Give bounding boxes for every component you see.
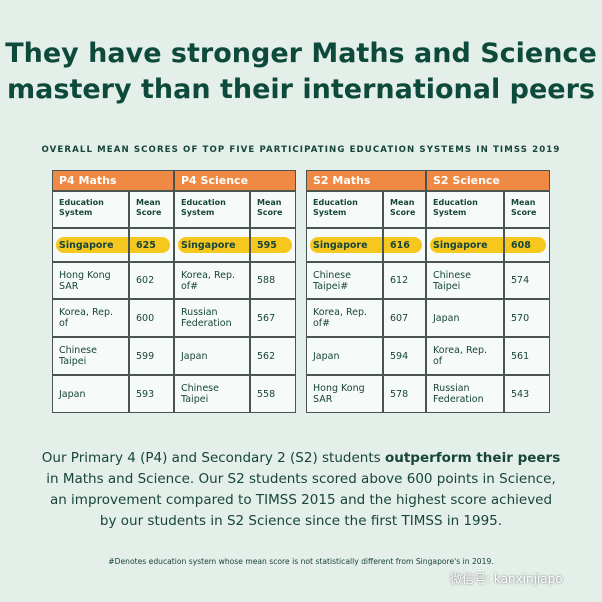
column-header: Mean Score [504, 191, 550, 228]
system: Korea, Rep. of [52, 299, 129, 337]
subtitle: OVERALL MEAN SCORES OF TOP FIVE PARTICIP… [41, 145, 561, 155]
paragraph: Our Primary 4 (P4) and Secondary 2 (S2) … [40, 448, 562, 532]
score: 562 [250, 337, 296, 375]
system: Chinese Taipei# [306, 262, 383, 299]
score: 595 [250, 228, 296, 262]
system: Chinese Taipei [174, 375, 250, 413]
table-title: P4 Science [174, 170, 296, 191]
system: Japan [426, 299, 504, 337]
footnote: #Denotes education system whose mean sco… [108, 557, 494, 566]
score: 625 [129, 228, 174, 262]
score: 600 [129, 299, 174, 337]
system: Japan [52, 375, 129, 413]
column-header: Mean Score [250, 191, 296, 228]
score: 599 [129, 337, 174, 375]
system: Singapore [306, 228, 383, 262]
highlight [56, 237, 170, 253]
score: 612 [383, 262, 426, 299]
text: Our Primary 4 (P4) and Secondary 2 (S2) … [41, 450, 385, 466]
table-title: S2 Science [426, 170, 550, 191]
score: 602 [129, 262, 174, 299]
highlight [310, 237, 422, 253]
system: Chinese Taipei [426, 262, 504, 299]
column-header: Education System [52, 191, 129, 228]
system: Japan [174, 337, 250, 375]
column-header: Mean Score [129, 191, 174, 228]
score: 607 [383, 299, 426, 337]
highlight [178, 237, 292, 253]
score: 558 [250, 375, 296, 413]
table-title: P4 Maths [52, 170, 174, 191]
column-header: Education System [426, 191, 504, 228]
system: Korea, Rep. of# [306, 299, 383, 337]
score: 616 [383, 228, 426, 262]
title-line: They have stronger Maths and Science [5, 38, 597, 69]
column-header: Education System [174, 191, 250, 228]
text: in Maths and Science. Our S2 students sc… [46, 471, 556, 529]
score: 608 [504, 228, 550, 262]
score: 578 [383, 375, 426, 413]
system: Russian Federation [174, 299, 250, 337]
system: Singapore [174, 228, 250, 262]
highlight [430, 237, 546, 253]
title: They have stronger Maths and Science mas… [0, 36, 602, 108]
score: 594 [383, 337, 426, 375]
score: 561 [504, 337, 550, 375]
score: 574 [504, 262, 550, 299]
score: 570 [504, 299, 550, 337]
system: Singapore [426, 228, 504, 262]
score: 567 [250, 299, 296, 337]
table-title: S2 Maths [306, 170, 426, 191]
title-line: mastery than their international peers [7, 74, 595, 105]
system: Korea, Rep. of [426, 337, 504, 375]
system: Korea, Rep. of# [174, 262, 250, 299]
system: Japan [306, 337, 383, 375]
score: 593 [129, 375, 174, 413]
system: Singapore [52, 228, 129, 262]
system: Hong Kong SAR [52, 262, 129, 299]
system: Russian Federation [426, 375, 504, 413]
column-header: Mean Score [383, 191, 426, 228]
bold-text: outperform their peers [384, 450, 561, 466]
watermark: 微信号: kanxinjiapo [450, 572, 563, 586]
score: 588 [250, 262, 296, 299]
system: Chinese Taipei [52, 337, 129, 375]
score: 543 [504, 375, 550, 413]
system: Hong Kong SAR [306, 375, 383, 413]
column-header: Education System [306, 191, 383, 228]
